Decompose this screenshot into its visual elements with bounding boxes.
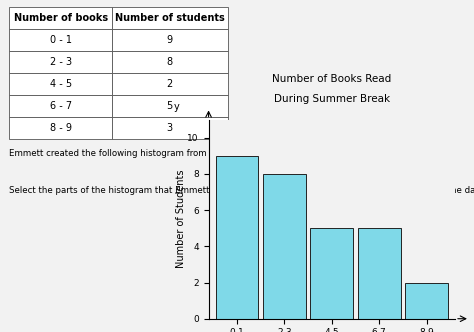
Bar xyxy=(405,283,448,319)
Bar xyxy=(9,117,112,139)
Text: Number of books: Number of books xyxy=(14,13,108,23)
Bar xyxy=(9,7,112,29)
Bar xyxy=(310,228,353,319)
Bar xyxy=(112,51,228,73)
Bar xyxy=(112,95,228,117)
Text: 6 - 7: 6 - 7 xyxy=(50,101,72,111)
Text: 9: 9 xyxy=(167,35,173,45)
Text: y: y xyxy=(173,102,179,112)
Text: 8 - 9: 8 - 9 xyxy=(50,124,72,133)
Text: 4 - 5: 4 - 5 xyxy=(50,79,72,89)
Text: Select the parts of the histogram that Emmett needs to fix for the histogram to : Select the parts of the histogram that E… xyxy=(9,186,474,195)
Bar xyxy=(9,95,112,117)
Text: 0 - 1: 0 - 1 xyxy=(50,35,72,45)
Bar xyxy=(358,228,401,319)
Y-axis label: Number of Students: Number of Students xyxy=(176,170,186,268)
Bar xyxy=(112,29,228,51)
Text: 2 - 3: 2 - 3 xyxy=(50,57,72,67)
Bar xyxy=(216,156,258,319)
Bar xyxy=(112,117,228,139)
Text: Emmett created the following histogram from the data, but he made mistakes while: Emmett created the following histogram f… xyxy=(9,149,441,158)
Bar xyxy=(9,51,112,73)
Text: 2: 2 xyxy=(167,79,173,89)
Text: 3: 3 xyxy=(167,124,173,133)
Bar xyxy=(112,7,228,29)
Text: During Summer Break: During Summer Break xyxy=(274,94,390,104)
Bar xyxy=(112,73,228,95)
Bar xyxy=(9,73,112,95)
Text: 8: 8 xyxy=(167,57,173,67)
Text: Number of Books Read: Number of Books Read xyxy=(272,74,392,84)
Text: 5: 5 xyxy=(167,101,173,111)
Bar xyxy=(263,174,306,319)
Text: Number of students: Number of students xyxy=(115,13,225,23)
Text: x: x xyxy=(465,330,471,332)
Bar xyxy=(9,29,112,51)
